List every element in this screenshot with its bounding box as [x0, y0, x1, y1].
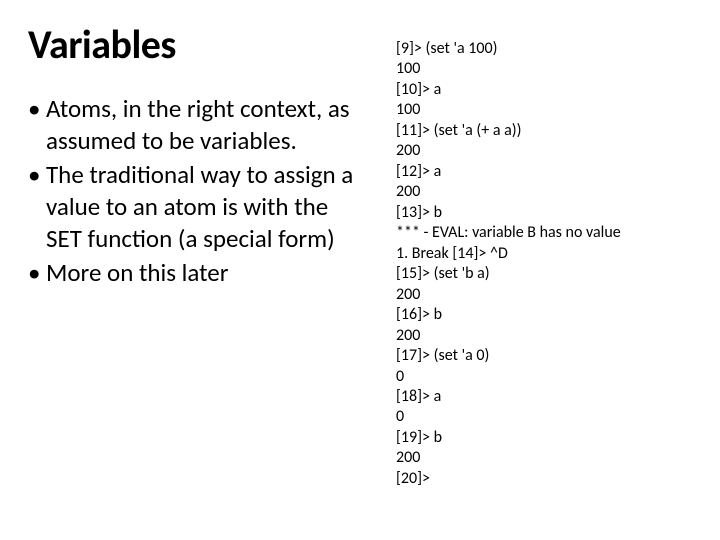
bullet-item: Atoms, in the right context, as assumed …	[28, 93, 368, 157]
code-block: [9]> (set 'a 100) 100 [10]> a 100 [11]> …	[396, 39, 688, 489]
bullet-item: The traditional way to assign a value to…	[28, 159, 368, 255]
right-column: [9]> (set 'a 100) 100 [10]> a 100 [11]> …	[388, 39, 688, 489]
bullet-item: More on this later	[28, 257, 368, 289]
bullet-list: Atoms, in the right context, as assumed …	[28, 93, 368, 289]
slide: Variables Atoms, in the right context, a…	[0, 0, 720, 540]
left-column: Atoms, in the right context, as assumed …	[28, 93, 388, 489]
slide-body: Atoms, in the right context, as assumed …	[28, 93, 700, 489]
